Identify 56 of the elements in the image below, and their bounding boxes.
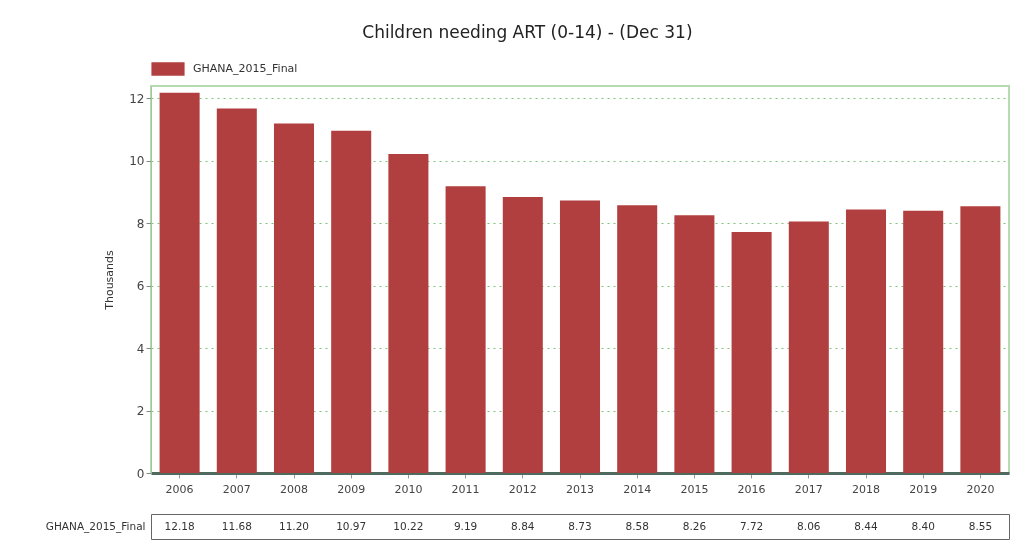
data-label: 8.40 (911, 519, 935, 532)
bar (845, 209, 887, 473)
bar (331, 130, 372, 473)
y-tick-label: 0 (136, 466, 145, 481)
x-tick-label: 2019 (909, 482, 938, 496)
data-label: 8.26 (682, 519, 707, 532)
bar (502, 197, 543, 473)
data-label: 12.18 (164, 519, 195, 532)
y-tick-label: 10 (129, 154, 145, 169)
data-label: 10.22 (393, 519, 424, 532)
x-tick-label: 2016 (737, 482, 766, 496)
bar (674, 215, 715, 473)
bar (159, 92, 200, 473)
legend-label: GHANA_2015_Final (193, 62, 298, 75)
data-label: 8.55 (968, 519, 993, 532)
data-label: 8.73 (568, 519, 592, 532)
data-label: 8.58 (625, 519, 649, 532)
y-tick-label: 6 (136, 279, 145, 294)
data-label: 9.19 (453, 519, 478, 532)
text: GHANA_2015_Final (45, 520, 146, 532)
bar (903, 210, 944, 473)
bar (388, 154, 429, 473)
data-label: 11.20 (278, 519, 310, 532)
x-tick-label: 2015 (680, 482, 709, 496)
data-label: 7.72 (739, 519, 764, 532)
y-tick-label: 8 (136, 216, 145, 231)
bar (731, 232, 772, 473)
chart-title: Children needing ART (0-14) - (Dec 31) (362, 22, 693, 42)
y-tick-label: 4 (136, 341, 145, 356)
x-tick-label: 2014 (623, 482, 652, 496)
data-label: 11.68 (221, 519, 252, 532)
bar (617, 205, 658, 473)
bar (273, 123, 315, 473)
x-tick-label: 2020 (966, 482, 995, 496)
bar (788, 221, 829, 473)
bar (445, 186, 486, 473)
x-tick-label: 2009 (337, 482, 366, 496)
bar (216, 108, 257, 473)
x-tick-label: 2008 (280, 482, 308, 496)
x-tick-label: 2006 (165, 482, 194, 496)
x-tick-label: 2013 (566, 482, 594, 496)
x-tick-label: 2007 (222, 482, 251, 496)
x-tick-label: 2012 (508, 482, 537, 496)
y-tick-label: 12 (129, 91, 145, 106)
x-tick-label: 2011 (451, 482, 480, 496)
data-label: 8.84 (511, 519, 535, 532)
bar (960, 206, 1001, 473)
data-label: 8.06 (797, 519, 821, 532)
bar (559, 200, 601, 473)
x-tick-label: 2018 (852, 482, 880, 496)
data-label: 8.44 (854, 519, 878, 532)
x-tick-label: 2010 (394, 482, 423, 496)
data-label: 10.97 (336, 519, 367, 532)
y-axis-title: Thousands (103, 249, 117, 311)
y-tick-label: 2 (136, 404, 145, 419)
x-tick-label: 2017 (794, 482, 823, 496)
